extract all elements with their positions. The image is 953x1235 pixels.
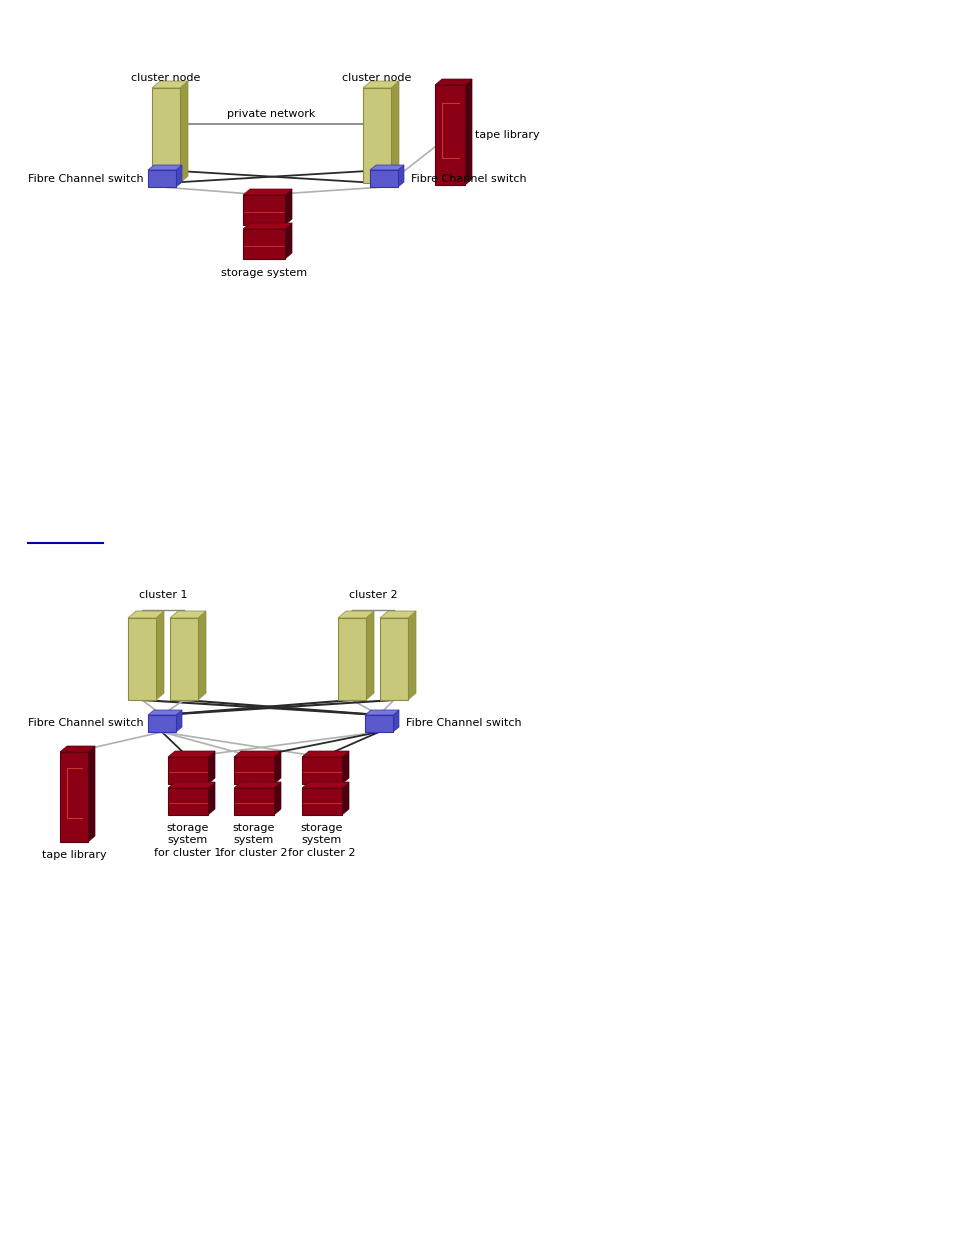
FancyBboxPatch shape — [148, 715, 175, 732]
Polygon shape — [180, 82, 188, 183]
Polygon shape — [464, 79, 472, 185]
Polygon shape — [152, 82, 188, 88]
Text: Fibre Channel switch: Fibre Channel switch — [411, 173, 526, 184]
Polygon shape — [198, 611, 206, 700]
Polygon shape — [285, 189, 292, 225]
Polygon shape — [175, 710, 182, 732]
Polygon shape — [363, 82, 398, 88]
Polygon shape — [285, 224, 292, 259]
FancyBboxPatch shape — [302, 788, 341, 815]
Polygon shape — [148, 710, 182, 715]
FancyBboxPatch shape — [243, 228, 285, 259]
FancyBboxPatch shape — [168, 757, 208, 784]
Polygon shape — [274, 782, 281, 815]
Text: storage
system
for cluster 2: storage system for cluster 2 — [220, 823, 288, 858]
Polygon shape — [243, 189, 292, 195]
FancyBboxPatch shape — [148, 170, 175, 186]
FancyBboxPatch shape — [243, 195, 285, 225]
Polygon shape — [366, 611, 374, 700]
Text: Fibre Channel switch: Fibre Channel switch — [406, 719, 521, 729]
Text: tape library: tape library — [475, 130, 539, 140]
FancyBboxPatch shape — [170, 618, 198, 700]
Polygon shape — [168, 751, 214, 757]
FancyBboxPatch shape — [60, 752, 88, 842]
FancyBboxPatch shape — [302, 757, 341, 784]
Polygon shape — [408, 611, 416, 700]
Text: Fibre Channel switch: Fibre Channel switch — [29, 173, 144, 184]
Polygon shape — [341, 782, 349, 815]
FancyBboxPatch shape — [168, 788, 208, 815]
Polygon shape — [370, 165, 403, 170]
Polygon shape — [168, 782, 214, 788]
Text: private network: private network — [227, 109, 315, 119]
Polygon shape — [208, 751, 214, 784]
Polygon shape — [156, 611, 164, 700]
Polygon shape — [175, 165, 182, 186]
Text: tape library: tape library — [42, 850, 106, 860]
FancyBboxPatch shape — [233, 757, 274, 784]
FancyBboxPatch shape — [435, 85, 464, 185]
Polygon shape — [341, 751, 349, 784]
Polygon shape — [128, 611, 164, 618]
FancyBboxPatch shape — [379, 618, 408, 700]
Polygon shape — [88, 746, 95, 842]
Polygon shape — [148, 165, 182, 170]
FancyBboxPatch shape — [152, 88, 180, 183]
Text: storage system: storage system — [221, 268, 307, 278]
FancyBboxPatch shape — [370, 170, 397, 186]
Polygon shape — [233, 782, 281, 788]
Text: Fibre Channel switch: Fibre Channel switch — [29, 719, 144, 729]
Text: cluster 2: cluster 2 — [349, 590, 396, 600]
Text: storage
system
for cluster 2: storage system for cluster 2 — [288, 823, 355, 858]
Polygon shape — [391, 82, 398, 183]
Text: cluster node: cluster node — [342, 73, 412, 83]
Polygon shape — [302, 782, 349, 788]
Polygon shape — [337, 611, 374, 618]
Polygon shape — [60, 746, 95, 752]
FancyBboxPatch shape — [128, 618, 156, 700]
Polygon shape — [233, 751, 281, 757]
Text: storage
system
for cluster 1: storage system for cluster 1 — [154, 823, 221, 858]
Polygon shape — [365, 710, 398, 715]
Polygon shape — [397, 165, 403, 186]
Polygon shape — [379, 611, 416, 618]
Text: cluster 1: cluster 1 — [138, 590, 187, 600]
Polygon shape — [274, 751, 281, 784]
FancyBboxPatch shape — [365, 715, 393, 732]
FancyBboxPatch shape — [233, 788, 274, 815]
Polygon shape — [435, 79, 472, 85]
Polygon shape — [170, 611, 206, 618]
FancyBboxPatch shape — [363, 88, 391, 183]
Polygon shape — [243, 224, 292, 228]
Polygon shape — [393, 710, 398, 732]
FancyBboxPatch shape — [337, 618, 366, 700]
Text: cluster node: cluster node — [132, 73, 200, 83]
Polygon shape — [208, 782, 214, 815]
Polygon shape — [302, 751, 349, 757]
